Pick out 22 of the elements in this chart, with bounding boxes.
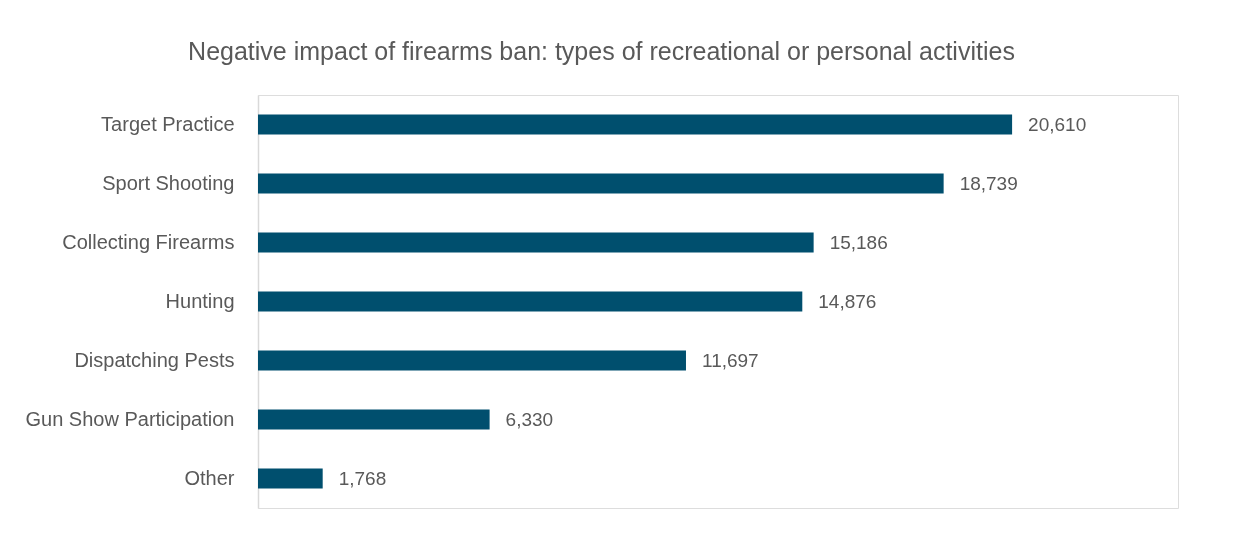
y-tick-label: Gun Show Participation bbox=[25, 407, 235, 430]
bar bbox=[258, 350, 686, 371]
y-tick-label: Target Practice bbox=[101, 112, 235, 135]
data-label: 14,876 bbox=[818, 290, 877, 312]
y-tick-label: Hunting bbox=[165, 289, 235, 312]
y-tick-label: Sport Shooting bbox=[102, 171, 235, 194]
data-label: 6,330 bbox=[505, 408, 554, 430]
data-label: 15,186 bbox=[829, 231, 888, 253]
bar bbox=[258, 409, 490, 430]
bar bbox=[258, 468, 323, 489]
bar bbox=[258, 114, 1013, 135]
data-label: 18,739 bbox=[959, 172, 1018, 194]
data-label: 20,610 bbox=[1028, 113, 1087, 135]
y-tick-label: Dispatching Pests bbox=[74, 348, 235, 371]
data-label: 1,768 bbox=[338, 467, 387, 489]
y-tick-label: Other bbox=[184, 466, 235, 489]
chart-title: Negative impact of firearms ban: types of recreational or personal activities bbox=[188, 37, 1015, 65]
bar bbox=[258, 232, 814, 253]
bar bbox=[258, 291, 803, 312]
y-tick-label: Collecting Firearms bbox=[62, 230, 235, 253]
bar bbox=[258, 173, 944, 194]
data-label: 11,697 bbox=[701, 349, 759, 371]
